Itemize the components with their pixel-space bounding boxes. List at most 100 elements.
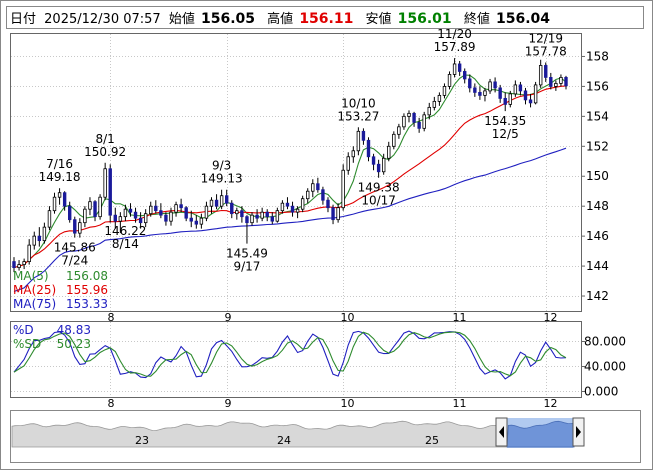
candle-body-down [366, 139, 371, 158]
candle [169, 207, 173, 226]
price-annotations: 7/16149.188/1150.929/3149.1310/10153.271… [39, 27, 567, 274]
osc-d-value: 48.83 [57, 323, 91, 337]
candle-body-up [169, 211, 173, 222]
annotation-date: 12/19 [528, 31, 563, 45]
candle-body-down [37, 235, 42, 242]
ma-legend: MA(5) 156.08 MA(25) 155.96 MA(75) 153.33 [13, 269, 108, 311]
price-y-tick-label: 142 [586, 289, 609, 303]
candle [194, 215, 199, 229]
candle-body-up [397, 126, 401, 135]
candle-body-up [174, 204, 178, 213]
candle-body-up [78, 222, 82, 234]
annotation-date: 10/17 [361, 194, 396, 208]
candle [138, 212, 143, 229]
navigator-tick-25: 25 [425, 434, 439, 447]
candle [199, 213, 204, 229]
candle-body-down [457, 63, 462, 72]
osc-y-axis: 0.000 40.000 80.000 [581, 335, 626, 399]
candle-body-up [103, 168, 107, 198]
candle-body-up [149, 205, 153, 215]
candle [412, 111, 416, 127]
candle [326, 197, 330, 213]
candle-body-down [544, 65, 548, 78]
candle-body-down [108, 168, 112, 216]
candle [300, 195, 305, 213]
candle-body-up [27, 244, 31, 262]
navigator-selection-series [506, 420, 575, 448]
price-x-tick-label: 12 [544, 311, 558, 324]
candle-body-up [422, 114, 426, 129]
header-line: 日付 2025/12/30 07:57 始値 156.05 高値 156.11 … [10, 11, 550, 27]
candle [447, 71, 452, 90]
annotation-date: 9/3 [212, 159, 231, 173]
navigator-right-handle[interactable] [572, 417, 585, 447]
price-annotation: 145.867/24 [54, 241, 96, 268]
candle-body-down [290, 205, 295, 213]
annotation-value: 157.89 [434, 40, 476, 54]
ma75-line [13, 147, 567, 293]
open-value: 156.05 [201, 11, 255, 27]
candle [62, 191, 67, 211]
candle-body-down [68, 205, 72, 221]
header-frame [6, 6, 644, 29]
candle [442, 83, 447, 99]
candle-body-up [209, 199, 214, 207]
candle-body-down [549, 77, 553, 87]
candle-body-up [533, 84, 538, 104]
candle-body-up [387, 145, 391, 159]
candle-body-up [280, 202, 285, 212]
header-bar: 日付 2025/12/30 07:57 始値 156.05 高値 156.11 … [6, 6, 644, 29]
candle [366, 137, 371, 162]
candle [78, 218, 82, 238]
candle [133, 207, 138, 223]
candle [387, 141, 391, 162]
price-y-tick-label: 146 [586, 229, 609, 243]
candle-body-up [488, 81, 492, 92]
price-x-tick-label: 8 [108, 311, 115, 324]
candle [488, 78, 492, 94]
candle-body-down [128, 208, 133, 213]
candle [351, 146, 356, 163]
candle-body-up [235, 210, 239, 215]
candle-body-up [260, 211, 264, 219]
price-y-tick-label: 144 [586, 259, 609, 273]
annotation-value: 150.92 [84, 145, 126, 159]
candle-body-up [483, 90, 487, 96]
range-navigator[interactable]: 23 24 25 [10, 410, 641, 463]
candle-body-down [93, 201, 97, 218]
candle-body-down [133, 211, 138, 219]
candle [422, 111, 426, 132]
candle [174, 201, 178, 217]
candle-body-up [513, 84, 518, 95]
navigator-left-handle[interactable] [495, 417, 508, 447]
candle [473, 83, 477, 97]
candle [407, 110, 411, 123]
candle-body-down [417, 121, 421, 129]
candle [559, 74, 563, 87]
candle-body-up [219, 195, 224, 207]
datetime-value: 2025/12/30 07:57 [44, 12, 161, 27]
candle-body-up [52, 196, 57, 212]
candle [27, 239, 31, 265]
annotation-date: 10/10 [341, 96, 376, 110]
annotation-value: 154.35 [484, 114, 526, 128]
candle [245, 215, 249, 244]
candle-body-up [83, 208, 87, 224]
candle-body-up [22, 261, 26, 265]
candle-body-down [154, 205, 158, 212]
annotation-value: 149.18 [39, 170, 81, 184]
osc-x-axis: 8 9 10 11 12 [108, 397, 558, 410]
candle [32, 231, 36, 250]
candle [493, 77, 497, 93]
open-label: 始値 [169, 11, 195, 27]
candle [37, 227, 42, 247]
candle-body-down [326, 199, 330, 209]
candle-body-down [493, 81, 497, 89]
annotation-date: 8/1 [95, 132, 114, 146]
candle [98, 194, 102, 220]
candle-body-up [381, 157, 386, 173]
candle-body-up [351, 150, 356, 158]
